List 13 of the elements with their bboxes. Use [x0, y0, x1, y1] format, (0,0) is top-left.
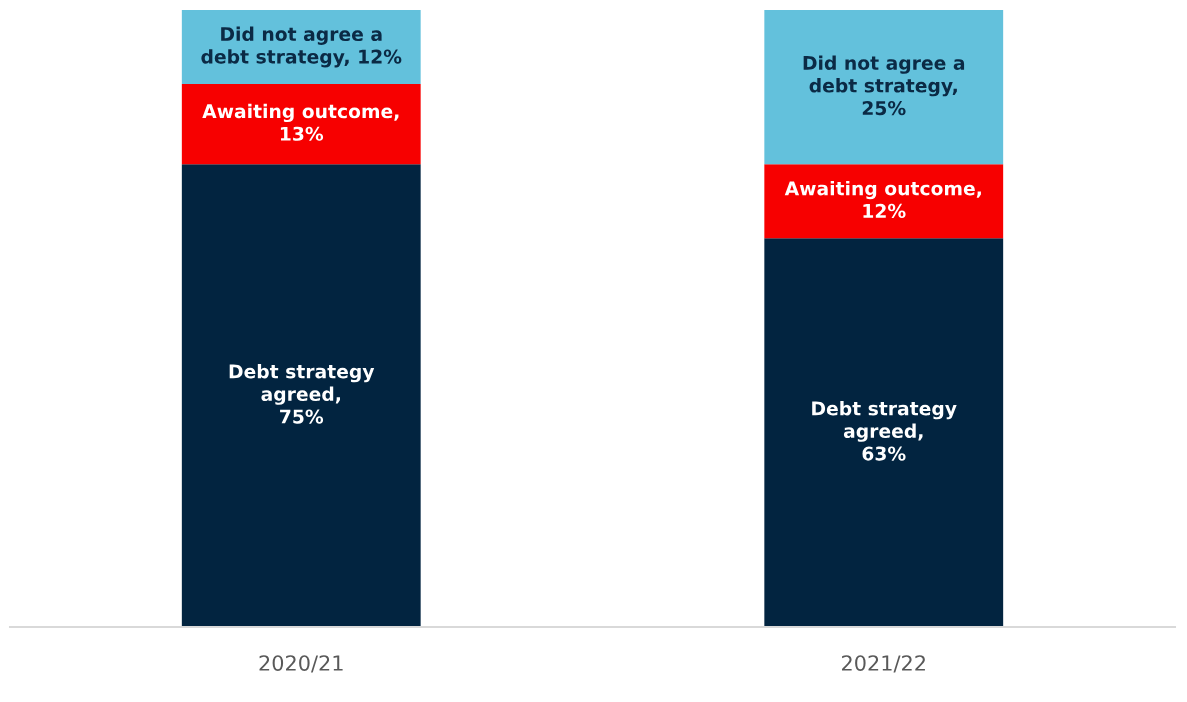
data-label: Debt strategy agreed, 75%: [229, 363, 375, 424]
data-label: Debt strategy agreed, 63%: [812, 401, 957, 461]
data-label: Did not agree a debt strategy, 25%: [803, 55, 965, 116]
bar: [764, 164, 1004, 239]
x-tick-label: 2020/21: [259, 655, 343, 673]
bar: [181, 164, 421, 627]
bar: [181, 84, 421, 165]
x-tick-label: 2021/22: [842, 655, 925, 673]
data-label: Awaiting outcome, 13%: [202, 103, 399, 141]
bar: [764, 10, 1004, 165]
data-label: Did not agree a debt strategy, 12%: [201, 26, 402, 68]
data-label: Awaiting outcome, 12%: [784, 180, 981, 218]
bar: [764, 238, 1004, 627]
